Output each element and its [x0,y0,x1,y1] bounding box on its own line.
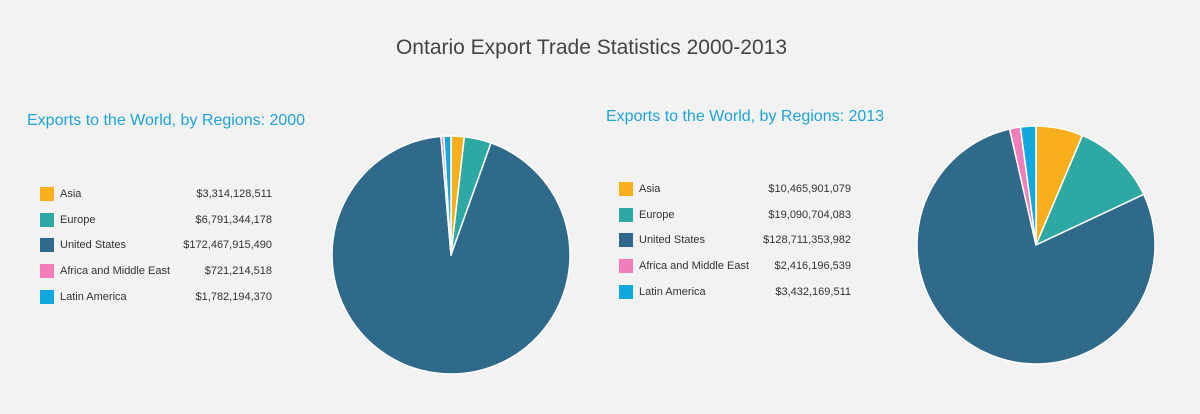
legend-swatch [619,258,633,273]
legend-label: Europe [639,208,675,221]
legend-swatch [40,263,54,278]
pie-slice-europe[interactable] [1035,134,1145,246]
pie-slice-united-states[interactable] [916,128,1156,365]
legend-label: Asia [639,182,661,195]
legend-item-latin-america[interactable]: Latin America $1,782,194,370 [40,284,272,310]
legend-item-africa-and-middle-east[interactable]: Africa and Middle East $2,416,196,539 [619,253,851,279]
legend-swatch [619,181,633,196]
legend-item-latin-america[interactable]: Latin America $3,432,169,511 [619,279,851,305]
legend-item-united-states[interactable]: United States $128,711,353,982 [619,227,851,253]
legend-2000: Asia $3,314,128,511 Europe $6,791,344,178 Un… [40,181,272,309]
legend-label: United States [60,239,127,252]
chart-panel-2000: Exports to the World, by Regions: 2000 A… [27,112,571,375]
legend-label: Africa and Middle East [639,259,750,272]
legend-value: $2,416,196,539 [774,259,851,272]
legend-label: Asia [60,187,82,200]
legend-swatch [40,212,54,227]
chart-title-2000: Exports to the World, by Regions: 2000 [27,112,306,129]
legend-value: $1,782,194,370 [195,290,272,303]
legend-label: United States [639,234,706,247]
legend-swatch [40,186,54,201]
pie-slice-latin-america[interactable] [1019,125,1037,246]
legend-item-africa-and-middle-east[interactable]: Africa and Middle East $721,214,518 [40,258,272,284]
legend-label: Africa and Middle East [60,264,171,277]
legend-value: $6,791,344,178 [195,213,272,226]
pie-chart-2013 [916,125,1156,365]
legend-value: $3,314,128,511 [196,187,272,200]
legend-item-united-states[interactable]: United States $172,467,915,490 [40,232,272,258]
pie-slice-latin-america[interactable] [443,135,452,256]
legend-swatch [40,238,54,253]
legend-item-europe[interactable]: Europe $19,090,704,083 [619,202,851,228]
legend-label: Latin America [639,285,706,298]
legend-label: Europe [60,213,96,226]
legend-swatch [619,284,633,299]
legend-value: $10,465,901,079 [768,182,851,195]
legend-swatch [619,207,633,222]
legend-value: $172,467,915,490 [183,239,272,252]
chart-title-2013: Exports to the World, by Regions: 2013 [606,108,885,125]
legend-item-europe[interactable]: Europe $6,791,344,178 [40,207,272,233]
legend-value: $128,711,353,982 [763,234,851,247]
pie-chart-2000 [331,135,571,375]
legend-label: Latin America [60,290,127,303]
legend-item-asia[interactable]: Asia $10,465,901,079 [619,176,851,202]
legend-item-asia[interactable]: Asia $3,314,128,511 [40,181,272,207]
chart-panel-2013: Exports to the World, by Regions: 2013 A… [580,0,1200,414]
legend-value: $721,214,518 [204,264,272,277]
legend-swatch [619,233,633,248]
legend-swatch [40,289,54,304]
page-title: Ontario Export Trade Statistics 2000-201… [395,36,788,59]
legend-value: $19,090,704,083 [768,208,851,221]
legend-2013: Asia $10,465,901,079 Europe $19,090,704,083… [619,176,851,304]
legend-value: $3,432,169,511 [775,285,851,298]
